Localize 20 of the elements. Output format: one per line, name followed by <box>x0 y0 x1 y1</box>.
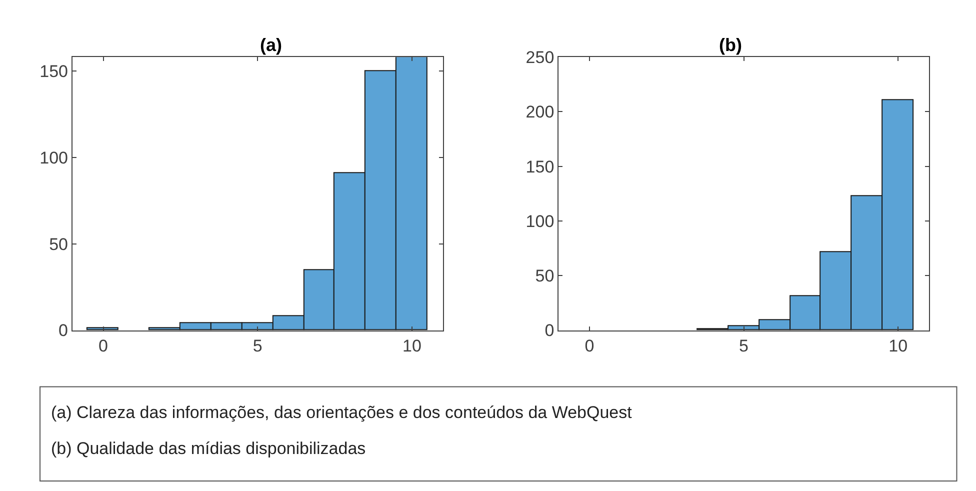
y-tick-label: 100 <box>40 148 68 168</box>
y-tick-label: 100 <box>526 212 554 231</box>
y-tick-label: 150 <box>40 62 68 81</box>
chart-title: (a) <box>260 35 282 55</box>
y-tick-label: 0 <box>58 321 68 340</box>
y-tick-label: 0 <box>544 321 554 340</box>
y-tick-label: 200 <box>526 102 554 122</box>
x-tick-label: 0 <box>98 336 108 356</box>
x-tick-label: 5 <box>739 336 748 356</box>
x-tick-label: 10 <box>888 336 908 356</box>
x-tick-label: 0 <box>584 336 594 356</box>
text: (b) Qualidade das mídias disponibilizadas <box>51 439 366 458</box>
y-tick-label: 150 <box>526 157 554 176</box>
y-tick-label: 250 <box>526 48 554 68</box>
y-tick-label: 50 <box>535 266 554 286</box>
chart-title: (b) <box>719 35 742 55</box>
text: (a) Clareza das informações, das orientações e dos conteúdos da WebQuest <box>51 403 632 422</box>
y-tick-label: 50 <box>49 234 68 254</box>
x-tick-label: 10 <box>402 336 422 356</box>
x-tick-label: 5 <box>252 336 262 356</box>
